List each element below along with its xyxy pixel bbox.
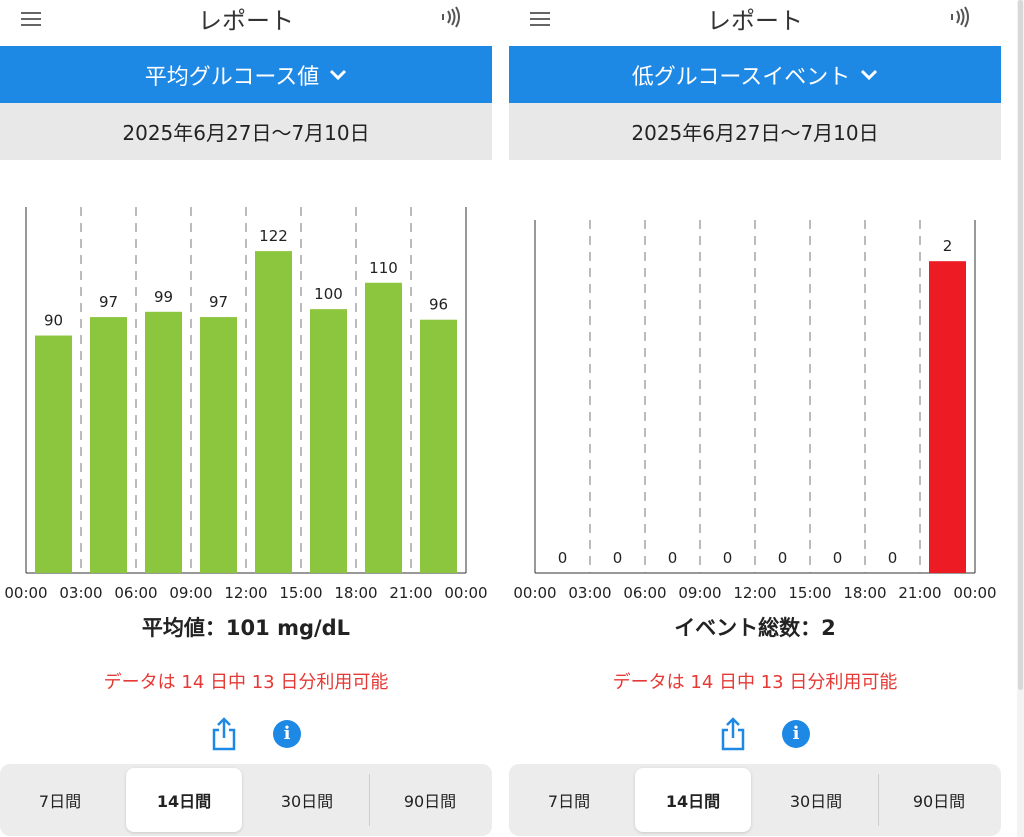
x-tick-label: 21:00 (898, 584, 941, 602)
segment-divider (369, 774, 370, 826)
x-tick-label: 09:00 (678, 584, 721, 602)
menu-icon[interactable] (530, 10, 550, 28)
data-label: 0 (778, 549, 788, 567)
report-panel-average-glucose: レポート 平均グルコース値 2025年6月27日〜7月10日 90 97 99 97 1… (0, 0, 492, 837)
action-row: i (509, 716, 1001, 752)
data-label: 100 (314, 285, 343, 303)
report-type-dropdown[interactable]: 低グルコースイベント (509, 46, 1001, 103)
data-label: 90 (44, 312, 63, 330)
data-label: 0 (833, 549, 843, 567)
x-tick-label: 15:00 (279, 584, 322, 602)
bar (255, 251, 292, 573)
bar (90, 317, 127, 573)
x-tick-label: 09:00 (169, 584, 212, 602)
x-tick-label: 00:00 (513, 584, 556, 602)
x-tick-label: 03:00 (568, 584, 611, 602)
data-label: 0 (668, 549, 678, 567)
page-title: レポート (707, 7, 803, 35)
period-selector: 7日間 14日間 30日間 90日間 (0, 764, 492, 836)
summary-event-total: イベント総数：2 (674, 616, 836, 640)
summary-average: 平均値：101 mg/dL (141, 616, 351, 640)
menu-icon[interactable] (21, 10, 41, 28)
data-label: 2 (943, 237, 953, 255)
data-label: 0 (888, 549, 898, 567)
info-icon[interactable]: i (782, 720, 810, 748)
bar (310, 309, 347, 573)
data-label: 97 (99, 293, 118, 311)
chevron-down-icon (330, 69, 347, 80)
chevron-down-icon (861, 69, 878, 80)
tab-90-days[interactable]: 90日間 (912, 792, 966, 811)
info-icon[interactable]: i (273, 720, 301, 748)
tab-14-days[interactable]: 14日間 (126, 768, 242, 832)
x-tick-label: 06:00 (114, 584, 157, 602)
x-tick-label: 00:00 (4, 584, 47, 602)
report-type-dropdown[interactable]: 平均グルコース値 (0, 46, 492, 103)
data-label: 122 (259, 227, 288, 245)
data-label: 96 (429, 296, 448, 314)
data-label: 0 (613, 549, 623, 567)
x-tick-label: 15:00 (788, 584, 831, 602)
top-bar: レポート (0, 0, 492, 46)
tab-90-days[interactable]: 90日間 (403, 792, 457, 811)
x-tick-label: 18:00 (334, 584, 377, 602)
action-row: i (0, 716, 492, 752)
data-label: 0 (723, 549, 733, 567)
x-tick-label: 12:00 (733, 584, 776, 602)
x-tick-label: 06:00 (623, 584, 666, 602)
tab-7-days[interactable]: 7日間 (38, 792, 82, 811)
tab-14-days[interactable]: 14日間 (635, 768, 751, 832)
bar (365, 282, 402, 573)
x-tick-label: 18:00 (843, 584, 886, 602)
bar (145, 311, 182, 573)
bar (420, 319, 457, 573)
date-range: 2025年6月27日〜7月10日 (509, 103, 1001, 160)
average-glucose-chart: 90 97 99 97 122 100 110 96 00:00 03:00 06:00 09:00 1… (4, 207, 488, 602)
data-label: 110 (369, 259, 398, 277)
top-bar: レポート (509, 0, 1001, 46)
x-tick-label: 00:00 (953, 584, 996, 602)
data-label: 99 (154, 288, 173, 306)
scrollbar-thumb[interactable] (1018, 0, 1023, 690)
report-type-label: 平均グルコース値 (144, 64, 320, 90)
bar (35, 335, 72, 573)
low-glucose-events-chart: 0 0 0 0 0 0 0 2 00:00 03:00 06:00 09:00 12:00 15:00 18… (513, 220, 997, 602)
report-type-label: 低グルコースイベント (631, 64, 851, 90)
data-availability-text: データは 14 日中 13 日分利用可能 (103, 672, 389, 693)
x-tick-label: 12:00 (224, 584, 267, 602)
nfc-scan-icon[interactable] (949, 6, 973, 28)
tab-30-days[interactable]: 30日間 (280, 792, 334, 811)
bar (200, 317, 237, 573)
share-icon[interactable] (210, 716, 238, 752)
tab-7-days[interactable]: 7日間 (547, 792, 591, 811)
nfc-scan-icon[interactable] (440, 6, 464, 28)
segment-divider (878, 774, 879, 826)
tab-30-days[interactable]: 30日間 (789, 792, 843, 811)
x-tick-label: 21:00 (389, 584, 432, 602)
x-tick-label: 03:00 (59, 584, 102, 602)
data-availability-text: データは 14 日中 13 日分利用可能 (612, 672, 898, 693)
share-icon[interactable] (719, 716, 747, 752)
data-label: 0 (558, 549, 568, 567)
date-range: 2025年6月27日〜7月10日 (0, 103, 492, 160)
period-selector: 7日間 14日間 30日間 90日間 (509, 764, 1001, 836)
bar (929, 261, 966, 573)
x-tick-label: 00:00 (444, 584, 487, 602)
page-title: レポート (198, 7, 294, 35)
data-label: 97 (209, 293, 228, 311)
